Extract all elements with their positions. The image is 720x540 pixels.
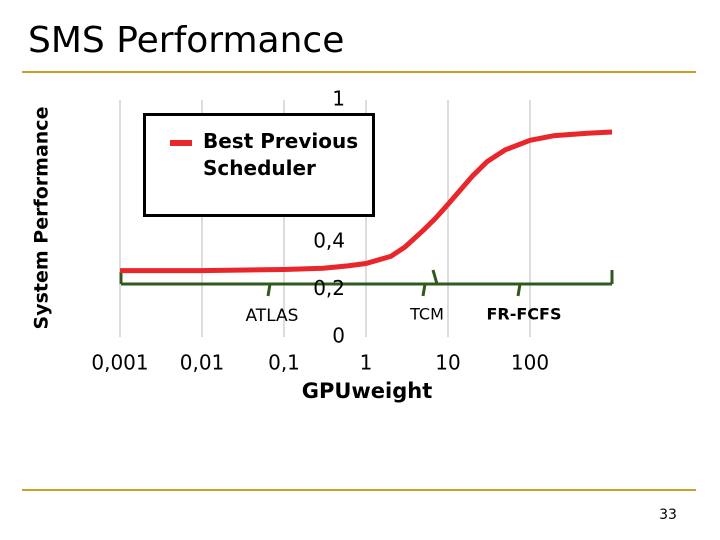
x-tick-label: 0,1 bbox=[268, 351, 300, 375]
y-axis-label: System Performance bbox=[31, 107, 53, 330]
x-tick-label: 10 bbox=[435, 351, 460, 375]
x-tick-label: 0,01 bbox=[180, 351, 225, 375]
y-tick-label: 0,2 bbox=[313, 276, 345, 300]
y-tick-label: 1 bbox=[332, 87, 345, 111]
legend-swatch bbox=[170, 140, 192, 146]
x-tick-label: 100 bbox=[511, 351, 549, 375]
legend: Best Previous Scheduler bbox=[143, 113, 375, 217]
x-tick-label: 1 bbox=[360, 351, 373, 375]
y-tick-label: 0 bbox=[332, 324, 345, 348]
legend-label: Best Previous Scheduler bbox=[203, 129, 359, 180]
page-number: 33 bbox=[659, 507, 677, 523]
x-axis-label: GPUweight bbox=[302, 379, 433, 403]
annotation: FR-FCFS bbox=[486, 305, 561, 324]
y-tick-label: 0,4 bbox=[313, 229, 345, 253]
bracket bbox=[119, 269, 614, 297]
plot bbox=[120, 129, 613, 274]
series-line bbox=[120, 129, 613, 274]
annotation: TCM bbox=[409, 305, 444, 324]
x-tick-label: 0,001 bbox=[91, 351, 148, 375]
annotation: ATLAS bbox=[246, 306, 299, 326]
slide-title: SMS Performance bbox=[28, 20, 344, 61]
